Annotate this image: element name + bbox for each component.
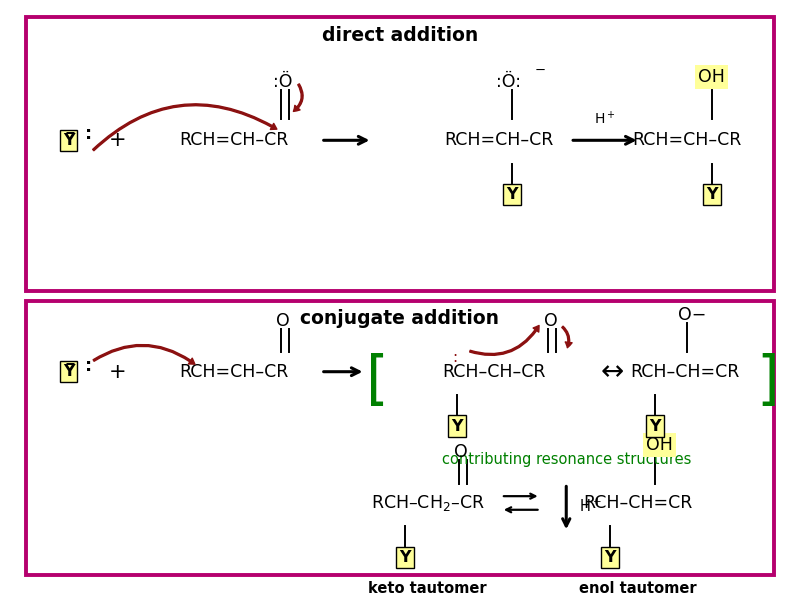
- Text: enol tautomer: enol tautomer: [578, 581, 696, 596]
- Text: :: :: [452, 350, 457, 365]
- Text: O−: O−: [678, 307, 706, 325]
- Text: O: O: [454, 443, 468, 461]
- Text: Y: Y: [706, 187, 718, 202]
- Text: O: O: [276, 312, 290, 330]
- Bar: [26, 17, 774, 291]
- Text: ]: ]: [757, 353, 779, 410]
- Text: −: −: [535, 64, 546, 77]
- Text: direct addition: direct addition: [322, 26, 478, 45]
- Text: +: +: [109, 130, 126, 150]
- Text: contributing resonance structures: contributing resonance structures: [442, 452, 691, 467]
- Text: Y: Y: [604, 550, 615, 565]
- Bar: [26, 301, 774, 575]
- FancyArrowPatch shape: [294, 84, 303, 112]
- Text: :: :: [85, 357, 92, 375]
- Text: :Ö:: :Ö:: [496, 73, 522, 91]
- Text: keto tautomer: keto tautomer: [368, 581, 487, 596]
- Text: +: +: [109, 362, 126, 382]
- Text: Y: Y: [650, 419, 661, 434]
- Text: H$^+$: H$^+$: [594, 110, 615, 128]
- Text: conjugate addition: conjugate addition: [301, 309, 499, 328]
- Text: Y: Y: [506, 187, 518, 202]
- Text: H$^+$: H$^+$: [578, 497, 602, 515]
- Text: Y̅: Y̅: [62, 133, 74, 148]
- FancyArrowPatch shape: [562, 326, 572, 348]
- Text: OH: OH: [646, 436, 673, 454]
- Text: :: :: [85, 125, 92, 143]
- Text: :Ö: :Ö: [274, 73, 293, 91]
- FancyArrowPatch shape: [93, 344, 195, 364]
- Text: OH: OH: [698, 68, 725, 86]
- Text: [: [: [366, 353, 389, 410]
- Text: Y: Y: [452, 419, 463, 434]
- Text: Y̅: Y̅: [62, 364, 74, 379]
- Text: RCH–CH=CR: RCH–CH=CR: [583, 494, 692, 512]
- Text: RCH–CH$_2$–CR: RCH–CH$_2$–CR: [370, 493, 485, 513]
- Text: RCH=CH–CR: RCH=CH–CR: [632, 131, 742, 149]
- Text: Y: Y: [399, 550, 410, 565]
- Text: RCH–CH–CR: RCH–CH–CR: [442, 363, 546, 381]
- Text: RCH–CH=CR: RCH–CH=CR: [630, 363, 740, 381]
- Text: O: O: [543, 312, 558, 330]
- Text: RCH=CH–CR: RCH=CH–CR: [179, 363, 289, 381]
- FancyArrowPatch shape: [470, 325, 539, 355]
- Text: ↔: ↔: [601, 358, 624, 386]
- Text: RCH=CH–CR: RCH=CH–CR: [444, 131, 554, 149]
- Text: RCH=CH–CR: RCH=CH–CR: [179, 131, 289, 149]
- FancyArrowPatch shape: [93, 104, 277, 151]
